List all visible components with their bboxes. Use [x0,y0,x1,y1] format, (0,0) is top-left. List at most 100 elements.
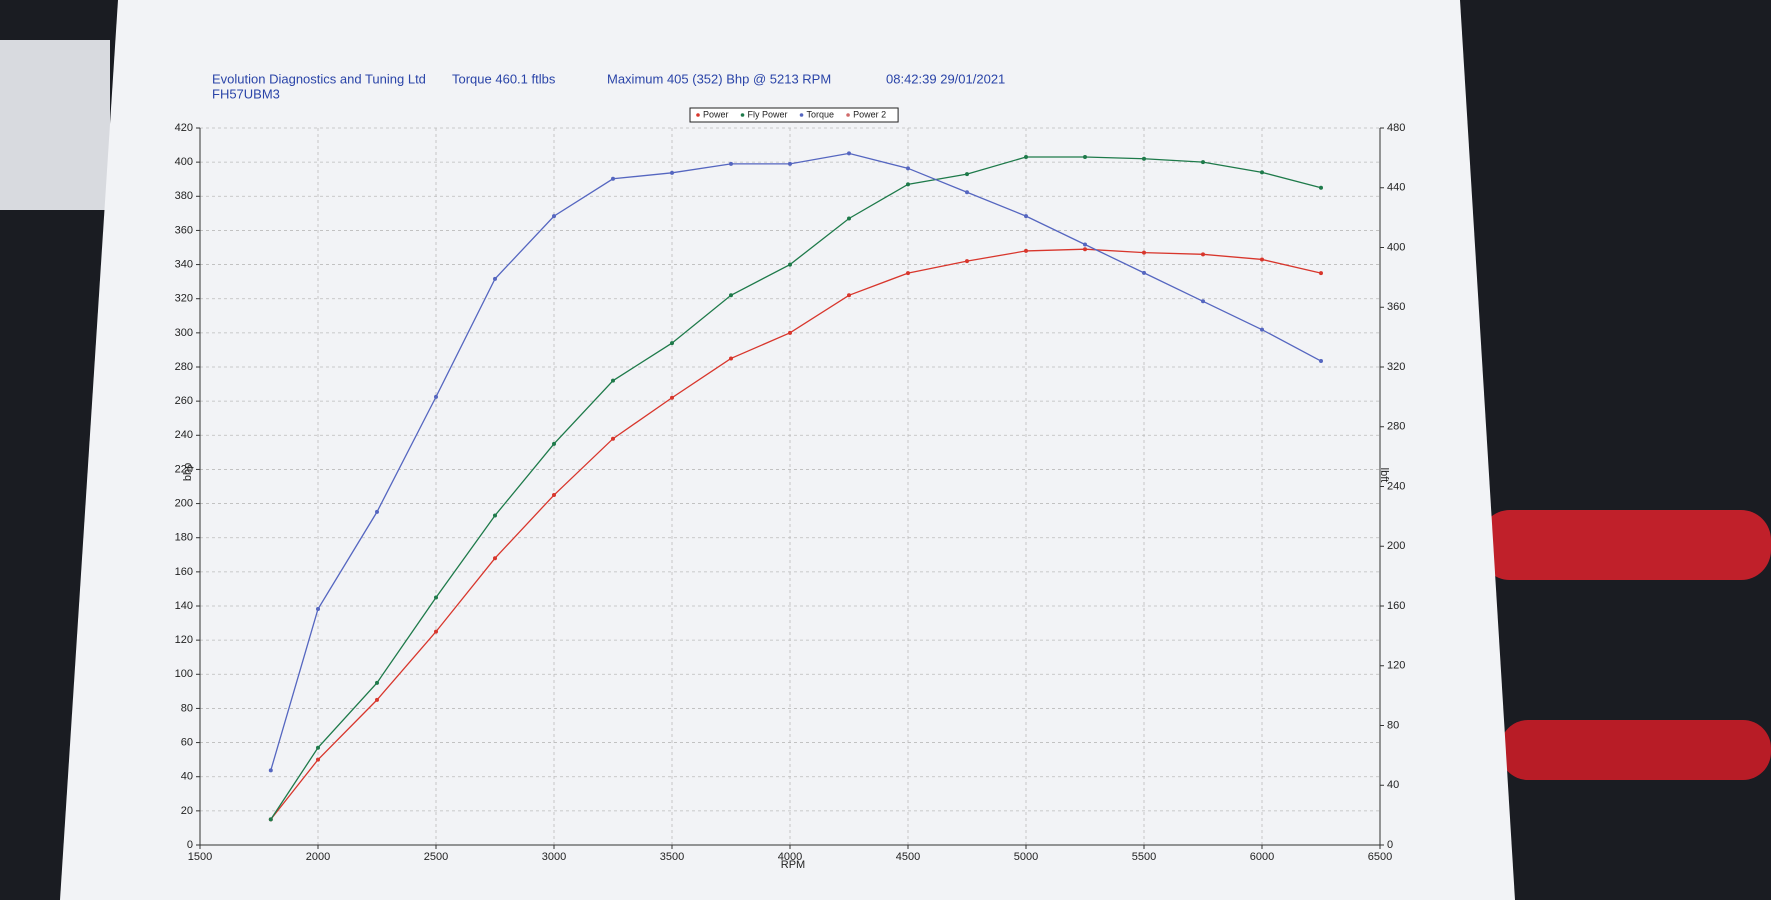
y-axis-label: bhp [182,463,194,481]
y-tick-label: 300 [175,327,193,339]
subtitle: FH57UBM3 [212,86,280,101]
point [1024,155,1028,160]
point [375,697,379,702]
y-tick-label: 220 [175,463,193,475]
point [434,394,438,399]
y-tick-label: 60 [181,736,193,748]
header-time: 08:42:39 29/01/2021 [886,71,1005,86]
point [670,395,674,400]
point [1083,242,1087,247]
y2-axis-label: lbft [1378,468,1390,483]
point [965,190,969,195]
point [1319,271,1323,276]
y-tick-label: 420 [175,122,193,134]
point [493,513,497,518]
x-tick-label: 2000 [306,851,330,863]
point [1142,156,1146,161]
point [729,293,733,298]
point [493,556,497,561]
point [670,341,674,346]
point [1319,359,1323,364]
point [1142,250,1146,255]
legend-marker [846,113,850,117]
y-tick-label: 320 [175,293,193,305]
point [611,436,615,441]
y2-tick-label: 360 [1387,301,1405,313]
point [847,216,851,221]
point [268,768,273,773]
point [552,493,556,498]
point [375,509,379,514]
point [729,356,733,361]
point [906,182,910,187]
y-tick-label: 180 [175,532,193,544]
legend-label: Power 2 [853,109,886,119]
point [729,161,733,166]
point [375,680,379,685]
y-tick-label: 140 [175,600,193,612]
point [965,172,969,177]
legend-marker [799,113,804,117]
x-tick-label: 1500 [188,851,212,863]
point [552,441,556,446]
y2-tick-label: 40 [1387,779,1399,791]
header-maximum: Maximum 405 (352) Bhp @ 5213 RPM [607,71,831,86]
point [316,757,320,762]
point [788,161,792,166]
point [1201,252,1205,257]
point [788,330,792,335]
point [1319,185,1323,190]
y-tick-label: 20 [181,805,193,817]
y2-tick-label: 480 [1387,122,1405,134]
y-tick-label: 240 [175,429,193,441]
point [434,629,438,634]
x-tick-label: 3000 [542,851,566,863]
point [1260,257,1264,262]
point [1083,247,1087,252]
y2-tick-label: 440 [1387,182,1405,194]
y2-tick-label: 280 [1387,421,1405,433]
y-tick-label: 280 [175,361,193,373]
point [1260,170,1264,175]
glare [0,40,110,210]
x-tick-label: 6500 [1368,851,1392,863]
y-tick-label: 80 [181,702,193,714]
x-tick-label: 6000 [1250,851,1274,863]
y2-tick-label: 0 [1387,839,1393,851]
y-tick-label: 40 [181,771,193,783]
y-tick-label: 260 [175,395,193,407]
point [611,176,615,181]
legend-box [689,107,899,123]
x-tick-label: 5000 [1014,851,1038,863]
point [965,259,969,264]
x-tick-label: 2500 [424,851,448,863]
legend-label: Torque [807,109,835,119]
point [1024,248,1028,253]
y-tick-label: 160 [175,566,193,578]
legend-label: Power [703,109,729,119]
x-tick-label: 5500 [1132,851,1156,863]
y2-tick-label: 160 [1387,600,1405,612]
x-axis-label: RPM [781,859,805,871]
x-tick-label: 3500 [660,851,684,863]
y-tick-label: 100 [175,668,193,680]
y2-tick-label: 400 [1387,241,1405,253]
point [316,606,320,611]
legend: Power Fly Power Torque Power 2 [689,107,899,123]
header-torque: Torque 460.1 ftlbs [452,71,556,86]
point [1083,155,1087,160]
point [1142,270,1146,275]
point [906,166,910,171]
y-tick-label: 120 [175,634,193,646]
point [670,170,674,175]
point [1024,214,1028,219]
header-company: Evolution Diagnostics and Tuning Ltd [212,71,426,86]
point [611,378,615,383]
x-tick-label: 4500 [896,851,920,863]
paper [60,0,1515,900]
y-tick-label: 380 [175,190,193,202]
point [434,595,438,600]
point [493,276,497,281]
y-tick-label: 360 [175,224,193,236]
